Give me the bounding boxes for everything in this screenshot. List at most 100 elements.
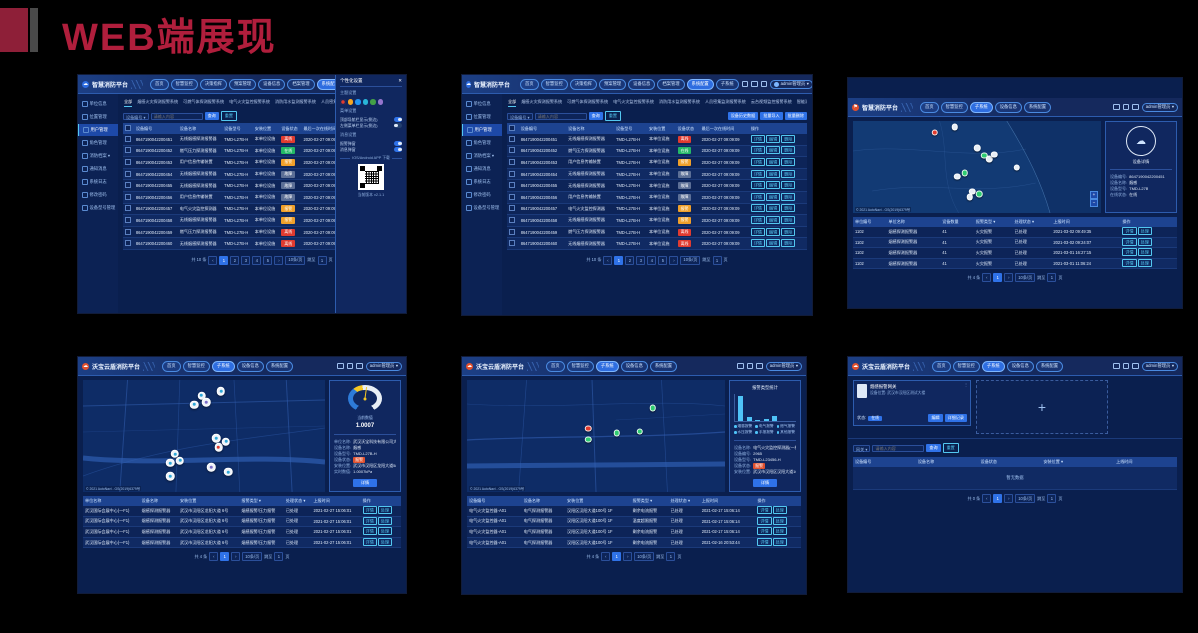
tab[interactable]: 云台视频监控报警系统	[750, 99, 792, 104]
table-row[interactable]: 武汉国际会展中心(一F1) 烟感探测报警器 武汉市汉阳区龙阳大道 6号 烟感报警/压力…	[83, 537, 401, 549]
handle-button[interactable]: 处理	[1137, 237, 1152, 246]
card-action-button[interactable]: 详细记录	[944, 414, 967, 422]
handle-button[interactable]: 处理	[772, 538, 787, 547]
sidebar-item[interactable]: 单位信息	[78, 98, 118, 110]
tab[interactable]: 可燃气体探测报警系统	[567, 99, 609, 104]
prev-page-button[interactable]: ‹	[601, 552, 611, 562]
table-row[interactable]: 8647190042200452 燃气压力探测报警器 TMD-L27B-H 本单位设施…	[507, 145, 807, 158]
row-checkbox[interactable]	[125, 228, 131, 235]
panel-detail-button[interactable]: 详情	[752, 479, 778, 487]
page-number[interactable]: 1	[220, 552, 230, 562]
jump-page-input[interactable]: 1	[712, 255, 722, 265]
delete-button[interactable]: 删除	[781, 215, 796, 224]
sidebar-item[interactable]: 单位信息	[462, 98, 502, 110]
row-checkbox[interactable]	[125, 182, 131, 189]
user-menu[interactable]: admin管理员 ▾	[770, 79, 812, 89]
theme-color-dot[interactable]	[377, 99, 383, 105]
reset-button[interactable]: 重置	[220, 111, 237, 121]
map-pin[interactable]	[976, 190, 983, 198]
detail-button[interactable]: 详情	[757, 506, 772, 515]
detail-button[interactable]: 详情	[362, 516, 377, 525]
cluster-marker[interactable]	[190, 400, 199, 409]
table-row[interactable]: 8647190042200456 用户信息传输装置 TMD-L27B-H 本单位设施故…	[123, 191, 401, 204]
theme-color-dot[interactable]	[362, 99, 368, 105]
theme-color-dot[interactable]	[340, 99, 346, 105]
nav-pill[interactable]: 设备信息	[236, 360, 264, 372]
bulk-action-button[interactable]: 设备历史数据	[727, 112, 759, 120]
table-row[interactable]: 电气火灾监控器-A01 电气探测报警器 汉阳区汉阳大道100号 1F 剩余电流报警 已处…	[467, 526, 801, 538]
next-page-button[interactable]: ›	[274, 255, 284, 265]
search-button[interactable]: 查询	[204, 112, 219, 120]
table-row[interactable]: 1102 烟感探测报警器 41 火灾报警 已处理 2021-03-01 11:06:24 详…	[853, 258, 1177, 270]
delete-button[interactable]: 删除	[781, 134, 796, 143]
page-number[interactable]: 3	[636, 255, 646, 265]
page-number[interactable]: 5	[263, 255, 273, 265]
nav-pill[interactable]: 预案管理	[228, 78, 257, 90]
row-checkbox[interactable]	[125, 205, 131, 212]
toggle-switch[interactable]	[394, 123, 402, 128]
delete-button[interactable]: 删除	[781, 192, 796, 201]
map-pin[interactable]	[986, 155, 993, 163]
bell-icon[interactable]	[760, 80, 768, 88]
detail-button[interactable]: 详情	[1122, 227, 1137, 236]
nav-pill[interactable]: 子系统	[981, 360, 1005, 372]
table-row[interactable]: 8647190042200455 无线烟感探测报警器 TMD-L27B-H 本单位设施…	[507, 179, 807, 192]
jump-page-input[interactable]: 1	[1047, 494, 1057, 503]
handle-button[interactable]: 处理	[1137, 259, 1152, 268]
map-pin[interactable]	[931, 129, 939, 136]
nav-pill[interactable]: 系统配置	[1035, 360, 1064, 372]
bell-icon[interactable]	[356, 362, 363, 370]
table-row[interactable]: 武汉国际会展中心(一F1) 烟感探测报警器 武汉市汉阳区龙阳大道 6号 烟感报警/压力…	[83, 526, 401, 538]
search-button[interactable]: 查询	[588, 112, 603, 120]
table-row[interactable]: 8647190042200456 用户信息传输装置 TMD-L27B-H 本单位设施故…	[507, 191, 807, 204]
nav-pill[interactable]: 系统配置	[265, 360, 294, 372]
page-size-select[interactable]: 10条/页	[1015, 273, 1036, 283]
nav-pill[interactable]: 预案管理	[598, 78, 627, 90]
nav-pill[interactable]: 智慧监控	[940, 101, 968, 113]
map-pin[interactable]	[981, 152, 988, 159]
row-checkbox[interactable]	[125, 147, 131, 154]
handle-button[interactable]: 处理	[772, 527, 787, 536]
row-checkbox[interactable]	[509, 240, 515, 247]
nav-pill[interactable]: 设备信息	[994, 101, 1022, 113]
nav-pill[interactable]: 首页	[150, 78, 169, 90]
sidebar-item[interactable]: 角色管理	[462, 137, 502, 149]
sidebar-item[interactable]: 系统日志	[78, 176, 118, 188]
cluster-marker[interactable]	[170, 449, 180, 459]
table-row[interactable]: 8647190042200457 电气火灾监控探测器 TMD-L27B-H 本单位设施…	[507, 203, 807, 216]
sidebar-item[interactable]: 用户管理	[78, 124, 118, 136]
delete-button[interactable]: 删除	[781, 169, 796, 178]
tab[interactable]: 电气火灾监控报警系统	[613, 99, 654, 104]
user-menu[interactable]: admin管理员 ▾	[765, 361, 802, 371]
edit-button[interactable]: 编辑	[766, 204, 781, 213]
map-pin[interactable]	[613, 429, 620, 436]
table-row[interactable]: 8647190042200458 无线烟感探测报警器 TMD-L27B-H 本单位设施…	[123, 214, 401, 227]
detail-button[interactable]: 详情	[757, 527, 772, 536]
page-size-select[interactable]: 10条/页	[634, 552, 655, 562]
cluster-marker[interactable]	[202, 398, 211, 407]
nav-pill[interactable]: 档案管理	[657, 78, 685, 90]
nav-pill[interactable]: 决策指挥	[199, 78, 227, 90]
detail-button[interactable]: 详情	[362, 527, 377, 536]
nav-pill[interactable]: 智慧监控	[182, 360, 210, 372]
tab[interactable]: 消防用水监测报警系统	[275, 99, 316, 104]
nav-pill[interactable]: 设备信息	[628, 78, 656, 90]
jump-page-input[interactable]: 1	[1047, 273, 1057, 283]
row-checkbox[interactable]	[509, 170, 515, 177]
delete-button[interactable]: 删除	[781, 181, 796, 190]
detail-button[interactable]: 详情	[750, 227, 766, 236]
edit-button[interactable]: 编辑	[766, 239, 781, 248]
delete-button[interactable]: 删除	[781, 157, 796, 166]
nav-pill[interactable]: 系统配置	[686, 78, 714, 90]
page-size-select[interactable]: 10条/页	[680, 255, 701, 265]
map-pin[interactable]	[1013, 164, 1020, 171]
page-size-select[interactable]: 10条/页	[1015, 494, 1036, 503]
page-number[interactable]: 1	[614, 255, 624, 265]
sidebar-item[interactable]: 位置管理	[462, 111, 502, 123]
sidebar-item[interactable]: 修改密码	[462, 189, 502, 201]
table-row[interactable]: 武汉国际会展中心(一F1) 烟感探测报警器 武汉市汉阳区龙阳大道 6号 烟感报警/压力…	[83, 516, 401, 528]
bell-icon[interactable]	[1132, 103, 1139, 111]
card-action-button[interactable]: 编辑	[928, 414, 943, 422]
message-icon[interactable]	[1113, 103, 1120, 111]
delete-button[interactable]: 删除	[781, 239, 796, 248]
